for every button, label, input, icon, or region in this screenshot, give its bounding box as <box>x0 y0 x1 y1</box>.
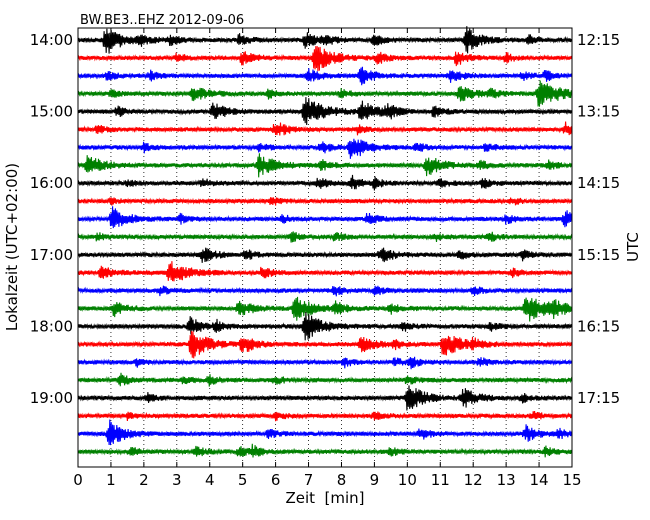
trace-line <box>77 138 573 159</box>
trace-line <box>77 372 573 387</box>
x-tick-label: 15 <box>562 471 581 489</box>
x-tick-label: 10 <box>398 471 417 489</box>
plot-frame <box>77 27 573 468</box>
x-tick-label: 4 <box>205 471 215 489</box>
trace-line <box>77 66 573 86</box>
trace-line <box>77 261 573 282</box>
right-tick-label: 16:15 <box>577 317 620 335</box>
trace-line <box>77 80 573 107</box>
plot-area <box>77 26 573 467</box>
trace-line <box>77 285 573 297</box>
x-axis-label: Zeit [min] <box>285 489 364 507</box>
x-tick-label: 7 <box>304 471 314 489</box>
x-tick-label: 11 <box>431 471 450 489</box>
x-tick-label: 6 <box>271 471 281 489</box>
x-tick-label: 9 <box>370 471 380 489</box>
y-tick-label: 19:00 <box>30 389 73 407</box>
x-tick-label: 0 <box>73 471 83 489</box>
x-tick-label: 5 <box>238 471 248 489</box>
right-tick-label: 12:15 <box>577 31 620 49</box>
left-axis: 14:00 15:00 16:00 17:00 18:00 19:00 <box>30 31 83 407</box>
x-tick-label: 14 <box>530 471 549 489</box>
trace-layer <box>77 26 573 458</box>
trace-line <box>77 331 573 359</box>
trace-line <box>77 443 573 458</box>
right-tick-label: 17:15 <box>577 389 620 407</box>
trace-line <box>77 206 573 229</box>
y-tick-label: 17:00 <box>30 246 73 264</box>
right-axis: 12:15 13:15 14:15 15:15 16:15 17:15 <box>567 31 620 407</box>
trace-line <box>77 153 573 178</box>
x-tick-label: 8 <box>337 471 347 489</box>
trace-line <box>77 26 573 54</box>
right-tick-label: 14:15 <box>577 174 620 192</box>
x-tick-label: 13 <box>497 471 516 489</box>
y-tick-label: 16:00 <box>30 174 73 192</box>
trace-line <box>77 312 573 341</box>
trace-line <box>77 197 573 206</box>
trace-line <box>77 46 573 72</box>
x-axis: 0 1 2 3 4 5 6 7 8 9 10 11 12 13 14 15 <box>73 28 582 489</box>
trace-line <box>77 231 573 243</box>
trace-line <box>77 385 573 411</box>
x-tick-label: 12 <box>464 471 483 489</box>
trace-line <box>77 247 573 263</box>
y-axis-label: Lokalzeit (UTC+02:00) <box>3 163 21 331</box>
trace-line <box>77 411 573 422</box>
trace-line <box>77 356 573 370</box>
trace-line <box>77 296 573 322</box>
x-tick-label: 3 <box>172 471 182 489</box>
y-tick-label: 18:00 <box>30 317 73 335</box>
chart-title: BW.BE3..EHZ 2012-09-06 <box>80 13 244 28</box>
trace-line <box>77 419 573 446</box>
right-axis-label: UTC <box>624 232 642 262</box>
x-tick-label: 2 <box>139 471 149 489</box>
y-tick-label: 14:00 <box>30 31 73 49</box>
right-tick-label: 15:15 <box>577 246 620 264</box>
trace-line <box>77 97 573 126</box>
y-tick-label: 15:00 <box>30 103 73 121</box>
right-tick-label: 13:15 <box>577 103 620 121</box>
x-tick-label: 1 <box>106 471 116 489</box>
trace-line <box>77 121 573 136</box>
trace-line <box>77 174 573 191</box>
